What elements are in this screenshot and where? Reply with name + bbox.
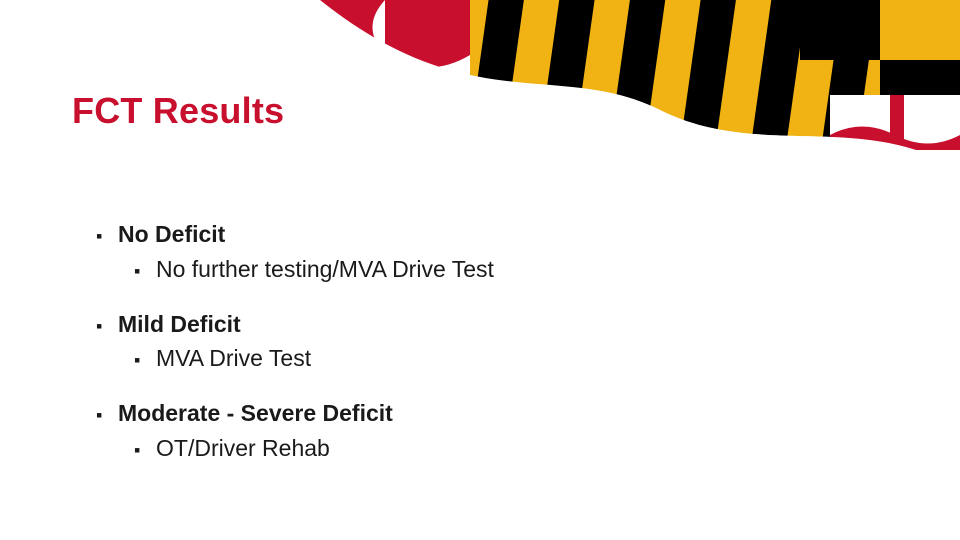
list-item: ▪ OT/Driver Rehab (134, 434, 876, 463)
bullet-label: Moderate - Severe Deficit (118, 399, 393, 428)
sub-bullet-list: ▪ MVA Drive Test (134, 344, 876, 373)
sub-bullet-list: ▪ OT/Driver Rehab (134, 434, 876, 463)
list-item: ▪ Moderate - Severe Deficit ▪ OT/Driver … (96, 399, 876, 463)
sub-bullet-label: No further testing/MVA Drive Test (156, 255, 494, 284)
list-item: ▪ No further testing/MVA Drive Test (134, 255, 876, 284)
list-item: ▪ MVA Drive Test (134, 344, 876, 373)
list-item: ▪ Mild Deficit ▪ MVA Drive Test (96, 310, 876, 374)
square-bullet-icon: ▪ (96, 404, 118, 427)
square-bullet-icon: ▪ (96, 225, 118, 248)
square-bullet-icon: ▪ (134, 439, 156, 462)
slide-body: ▪ No Deficit ▪ No further testing/MVA Dr… (96, 220, 876, 489)
square-bullet-icon: ▪ (134, 260, 156, 283)
bullet-list: ▪ No Deficit ▪ No further testing/MVA Dr… (96, 220, 876, 463)
sub-bullet-label: MVA Drive Test (156, 344, 311, 373)
square-bullet-icon: ▪ (134, 349, 156, 372)
square-bullet-icon: ▪ (96, 315, 118, 338)
slide-title: FCT Results (72, 90, 284, 132)
sub-bullet-label: OT/Driver Rehab (156, 434, 330, 463)
bullet-label: No Deficit (118, 220, 225, 249)
slide: FCT Results ▪ No Deficit ▪ No further te… (0, 0, 960, 540)
sub-bullet-list: ▪ No further testing/MVA Drive Test (134, 255, 876, 284)
list-item: ▪ No Deficit ▪ No further testing/MVA Dr… (96, 220, 876, 284)
bullet-label: Mild Deficit (118, 310, 241, 339)
